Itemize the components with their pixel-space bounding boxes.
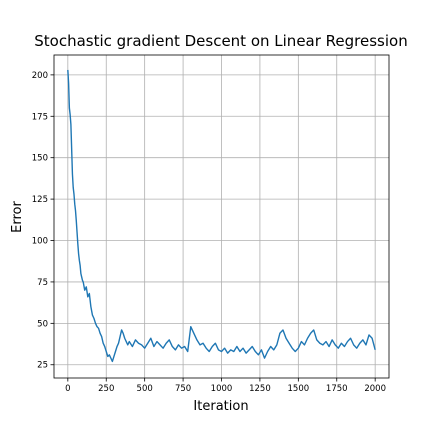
y-tick-label: 175 (32, 112, 48, 122)
x-tick-label: 500 (137, 384, 153, 394)
y-tick-label: 75 (37, 278, 48, 288)
x-tick-label: 1750 (326, 384, 348, 394)
y-tick-label: 150 (32, 154, 48, 164)
error-series-line (67, 69, 376, 363)
x-tick-label: 1500 (288, 384, 310, 394)
y-tick-label: 100 (32, 237, 48, 247)
x-axis-ticks: 0 250 500 750 1000 1250 1500 1750 2000 (65, 378, 386, 394)
x-tick-label: 1000 (211, 384, 233, 394)
y-tick-label: 125 (32, 195, 48, 205)
series-layer (67, 69, 376, 363)
grid-lines (54, 55, 389, 378)
y-axis-ticks: 25 50 75 100 125 150 175 200 (32, 71, 54, 371)
chart-title: Stochastic gradient Descent on Linear Re… (34, 32, 407, 50)
x-tick-label: 1250 (249, 384, 271, 394)
x-tick-label: 750 (175, 384, 191, 394)
y-tick-label: 50 (37, 319, 48, 329)
x-tick-label: 0 (65, 384, 70, 394)
x-tick-label: 250 (98, 384, 114, 394)
y-tick-label: 200 (32, 71, 48, 81)
y-axis-label: Error (10, 201, 25, 233)
y-tick-label: 25 (37, 361, 48, 371)
x-tick-label: 2000 (364, 384, 386, 394)
x-axis-label: Iteration (193, 399, 248, 414)
